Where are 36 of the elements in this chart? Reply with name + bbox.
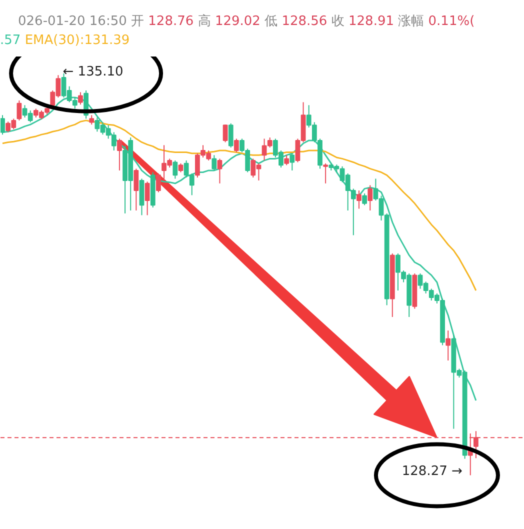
candlestick	[156, 172, 161, 193]
annotation: ← 135.10	[62, 64, 124, 80]
text: 低	[264, 14, 278, 29]
candlestick	[234, 138, 239, 153]
annotation: 128.27 →	[402, 464, 462, 480]
candlestick	[89, 114, 94, 126]
candlestick	[0, 114, 5, 136]
candlestick	[78, 92, 83, 106]
text: .57	[0, 33, 21, 48]
text: 开	[131, 14, 144, 29]
candlestick	[356, 190, 362, 210]
candlestick	[323, 162, 328, 184]
text: EMA(30):131.39	[24, 33, 130, 48]
text: 高	[198, 14, 211, 29]
candlestick	[117, 138, 122, 171]
candlestick	[362, 192, 367, 206]
candlestick	[172, 160, 178, 180]
candlestick	[222, 124, 228, 143]
candlestick	[368, 184, 373, 211]
candlestick	[228, 122, 234, 148]
candlestick	[284, 154, 290, 166]
candlestick	[290, 152, 295, 171]
text: 0.11%(	[428, 14, 475, 29]
candlestick	[144, 181, 150, 216]
candlestick	[217, 158, 222, 184]
text: 129.02	[214, 14, 260, 29]
candlestick	[16, 100, 22, 121]
candlestick	[446, 330, 451, 362]
text: 涨幅	[398, 14, 424, 29]
text: 026-01-20 16:50	[18, 14, 127, 29]
text: 128.56	[282, 14, 328, 29]
text: 收	[331, 14, 344, 29]
candlestick	[212, 154, 217, 171]
text: 128.76	[148, 14, 194, 29]
text: 128.91	[348, 14, 394, 29]
candlestick	[134, 168, 139, 211]
